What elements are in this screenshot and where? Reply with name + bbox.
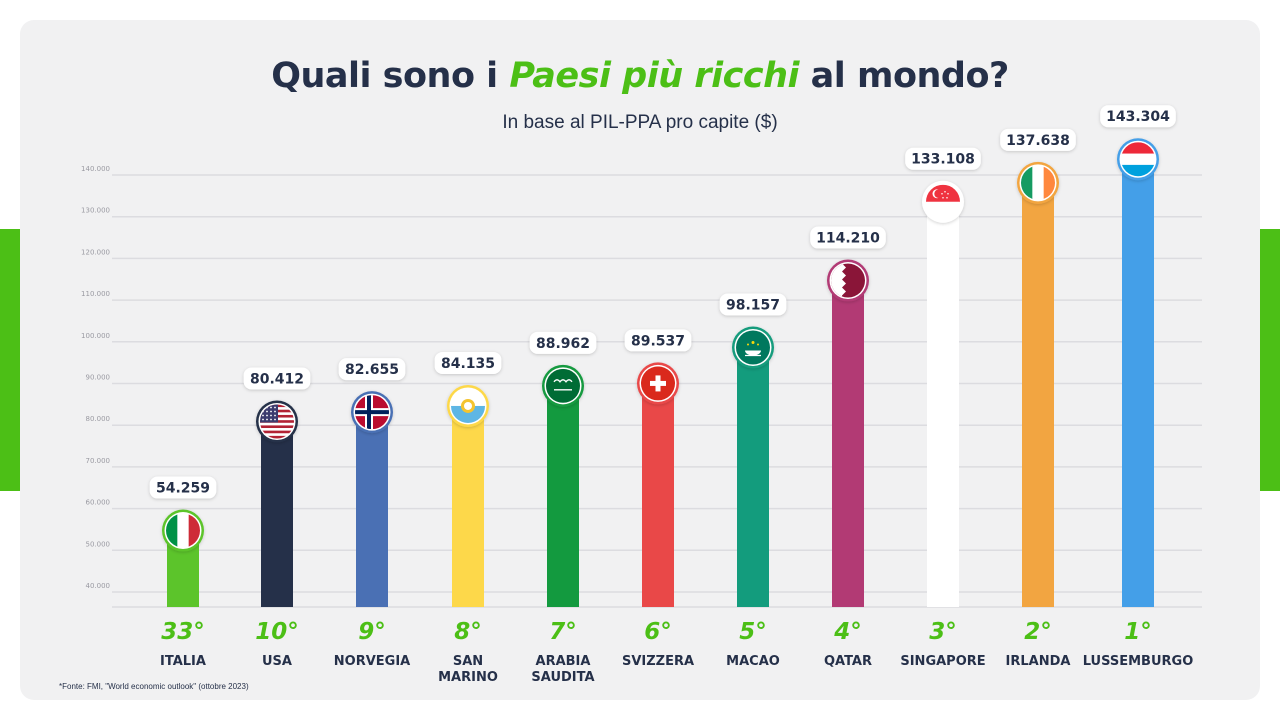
singapore-flag-icon — [922, 180, 964, 223]
country-label: USA — [262, 654, 292, 669]
rank-label: 9° — [358, 619, 386, 645]
bar — [547, 385, 579, 607]
y-tick-label: 120.000 — [81, 248, 110, 256]
y-tick-label: 140.000 — [81, 165, 110, 173]
country-label: QATAR — [824, 654, 872, 669]
chart-title: Quali sono i Paesi più ricchi al mondo? — [20, 56, 1260, 96]
y-tick-label: 90.000 — [86, 374, 111, 382]
rank-label: 7° — [549, 619, 577, 645]
svg-text:98.157: 98.157 — [726, 297, 780, 313]
rank-label: 10° — [255, 619, 299, 645]
right-accent-bar — [1260, 229, 1280, 491]
y-tick-label: 70.000 — [86, 457, 111, 465]
left-accent-bar — [0, 229, 20, 491]
value-label: 137.638 — [1000, 128, 1076, 151]
y-tick-label: 80.000 — [86, 415, 111, 423]
country-label: LUSSEMBURGO — [1083, 654, 1194, 669]
bars — [167, 159, 1154, 608]
svg-text:80.412: 80.412 — [250, 371, 304, 387]
value-label: 84.135 — [434, 351, 502, 374]
qatar-flag-icon — [827, 259, 869, 302]
bar — [927, 201, 959, 608]
luxembourg-flag-icon — [1117, 138, 1159, 181]
country-label: ITALIA — [160, 654, 206, 669]
bar — [261, 421, 293, 607]
bar — [737, 347, 769, 607]
svg-text:84.135: 84.135 — [441, 356, 495, 372]
value-label: 98.157 — [719, 293, 787, 316]
value-label: 143.304 — [1100, 105, 1176, 128]
macao-flag-icon — [732, 326, 774, 369]
labels: 54.259 33° ITALIA 80.412 10° USA 82.655 9° NORVE… — [149, 105, 1194, 685]
svg-text:133.108: 133.108 — [911, 152, 975, 168]
y-tick-label: 60.000 — [86, 499, 111, 507]
italy-flag-icon — [162, 509, 204, 552]
svg-text:143.304: 143.304 — [1106, 109, 1170, 125]
bar — [1122, 159, 1154, 607]
svg-text:89.537: 89.537 — [631, 333, 685, 349]
rank-label: 6° — [644, 619, 672, 645]
y-tick-label: 110.000 — [81, 290, 110, 298]
country-label: SAN — [453, 654, 483, 669]
bar — [1022, 182, 1054, 607]
value-label: 89.537 — [624, 329, 692, 352]
rank-label: 3° — [929, 619, 957, 645]
title-highlight: Paesi più ricchi — [509, 56, 799, 96]
svg-text:54.259: 54.259 — [156, 481, 210, 497]
title-part2: al mondo? — [798, 56, 1010, 96]
country-label: IRLANDA — [1006, 654, 1071, 669]
ireland-flag-icon — [1017, 161, 1059, 204]
value-label: 88.962 — [529, 331, 597, 354]
country-label: MACAO — [726, 654, 780, 669]
chart-card: Quali sono i Paesi più ricchi al mondo? … — [20, 20, 1260, 700]
switzerland-flag-icon — [637, 362, 679, 405]
bar — [832, 280, 864, 607]
y-tick-label: 100.000 — [81, 332, 110, 340]
bar-chart: 40.000 50.000 60.000 70.000 80.000 90.000 100.… — [81, 105, 1202, 685]
rank-label: 8° — [454, 619, 482, 645]
rank-label: 5° — [739, 619, 767, 645]
value-label: 82.655 — [338, 358, 406, 381]
chart-subtitle: In base al PIL-PPA pro capite ($) — [502, 112, 778, 133]
rank-label: 33° — [161, 619, 205, 645]
source-note: *Fonte: FMI, "World economic outlook" (o… — [59, 682, 249, 691]
y-tick-label: 130.000 — [81, 207, 110, 215]
country-label: SAUDITA — [531, 670, 594, 685]
country-label: SVIZZERA — [622, 654, 694, 669]
svg-text:137.638: 137.638 — [1006, 133, 1070, 149]
rank-label: 1° — [1124, 619, 1152, 645]
value-label: 54.259 — [149, 476, 217, 499]
usa-flag-icon — [256, 400, 298, 443]
country-label: SINGAPORE — [900, 654, 985, 669]
y-tick-label: 50.000 — [86, 540, 111, 548]
svg-text:82.655: 82.655 — [345, 362, 399, 378]
rank-label: 4° — [833, 619, 862, 645]
norway-flag-icon — [351, 391, 393, 434]
y-tick-label: 40.000 — [86, 582, 111, 590]
bar — [642, 383, 674, 607]
country-label: MARINO — [438, 670, 498, 685]
country-label: ARABIA — [536, 654, 591, 669]
value-label: 114.210 — [810, 226, 886, 249]
svg-text:88.962: 88.962 — [536, 336, 590, 352]
bar — [356, 412, 388, 607]
svg-text:114.210: 114.210 — [816, 231, 880, 247]
saudi-arabia-flag-icon — [542, 364, 584, 407]
country-label: NORVEGIA — [334, 654, 410, 669]
san-marino-flag-icon — [447, 384, 489, 427]
bar — [452, 405, 484, 607]
value-label: 133.108 — [905, 147, 981, 170]
rank-label: 2° — [1024, 619, 1052, 645]
value-label: 80.412 — [243, 367, 311, 390]
title-part1: Quali sono i — [271, 56, 510, 96]
